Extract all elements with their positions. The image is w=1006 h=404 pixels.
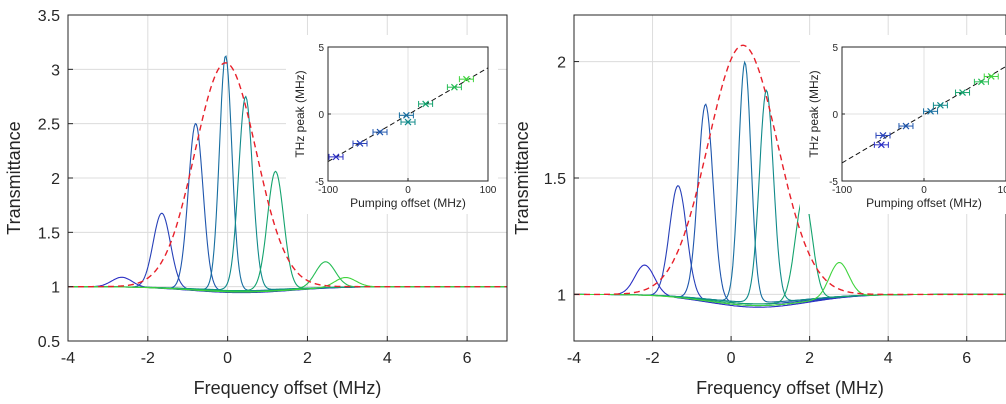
point-marker	[450, 83, 458, 91]
x-axis-label: Frequency offset (MHz)	[696, 378, 884, 398]
inset-left: -100 0 100 -5 0 5 Pumping offset (MHz) THz peak…	[286, 35, 498, 214]
inset-x-tick-label: -100	[318, 185, 338, 196]
inset-y-axis-label: THz peak (MHz)	[807, 70, 821, 157]
inset-y-tick-label: -5	[829, 177, 838, 188]
panel-left: -4 -2 0 2 4 6 0.5 1 1.5 2 2.5 3 3.5 Frequency offset …	[4, 8, 508, 398]
inset-point	[875, 132, 891, 139]
y-tick-label: 3	[51, 62, 60, 79]
x-tick-label: 2	[303, 350, 312, 367]
point-marker	[902, 122, 910, 130]
x-tick-label: 4	[884, 350, 893, 367]
y-tick-label: 2	[51, 171, 60, 188]
point-marker	[332, 153, 340, 161]
x-tick-label: -4	[61, 350, 75, 367]
x-tick-label: 0	[727, 350, 736, 367]
inset-point	[932, 101, 948, 109]
y-tick-label: 0.5	[38, 334, 60, 351]
inset-point	[458, 75, 474, 83]
x-tick-label: 4	[383, 350, 392, 367]
y-tick-label: 1.5	[38, 225, 60, 242]
inset-point	[398, 111, 414, 119]
series-line	[574, 262, 1006, 307]
envelope-line	[574, 44, 1006, 296]
point-marker	[404, 118, 412, 126]
curves	[68, 55, 507, 294]
point-marker	[356, 140, 364, 147]
inset-point	[446, 83, 462, 91]
y-tick-label: 3.5	[38, 8, 60, 25]
inset-x-axis-label: Pumping offset (MHz)	[866, 196, 982, 210]
y-axis-label: Transmittance	[4, 121, 24, 234]
inset-x-tick-label: 100	[480, 185, 497, 196]
inset-point	[400, 118, 416, 126]
inset-y-tick-label: 5	[318, 43, 324, 54]
x-tick-label: 6	[962, 350, 971, 367]
inset-point	[328, 153, 344, 161]
inset-point	[873, 141, 889, 149]
y-tick-label: 2.5	[38, 117, 60, 134]
x-tick-label: 2	[805, 350, 814, 367]
y-tick-label: 1	[51, 280, 60, 297]
point-marker	[376, 128, 384, 136]
y-tick-label: 1	[557, 287, 566, 304]
x-tick-label: -4	[567, 350, 581, 367]
inset-y-axis-label: THz peak (MHz)	[293, 70, 307, 157]
point-marker	[987, 73, 995, 80]
inset-point	[973, 78, 989, 86]
inset-plot	[328, 67, 488, 163]
inset-x-tick-label: 100	[998, 185, 1006, 196]
inset-point	[923, 107, 939, 115]
series-line	[68, 276, 507, 293]
panel-right: -4 -2 0 2 4 6 1 1.5 2 Frequency offset (MHz) Trans…	[512, 14, 1006, 398]
point-marker	[402, 111, 410, 119]
x-tick-label: -2	[141, 350, 155, 367]
inset-x-axis-label: Pumping offset (MHz)	[350, 196, 466, 210]
point-marker	[977, 78, 985, 86]
inset-x-tick-label: -100	[832, 185, 852, 196]
y-tick-label: 2	[557, 55, 566, 72]
inset-x-tick-label: 0	[405, 185, 411, 196]
fit-line	[328, 67, 488, 163]
point-marker	[879, 132, 887, 139]
point-marker	[877, 141, 885, 149]
inset-x-tick-label: 0	[921, 185, 927, 196]
x-axis-label: Frequency offset (MHz)	[194, 378, 382, 398]
inset-y-tick-label: 5	[832, 43, 838, 54]
inset-point	[955, 89, 971, 96]
envelope-line	[68, 62, 507, 288]
point-marker	[462, 75, 470, 83]
point-marker	[936, 101, 944, 109]
inset-point	[418, 100, 434, 108]
point-marker	[927, 107, 934, 115]
inset-point	[983, 73, 999, 80]
inset-y-tick-label: 0	[318, 110, 324, 121]
inset-y-tick-label: 0	[832, 110, 838, 121]
y-axis-label: Transmittance	[512, 121, 532, 234]
x-tick-label: 0	[223, 350, 232, 367]
inset-point	[372, 128, 388, 136]
point-marker	[959, 89, 966, 96]
inset-right: -100 0 100 -5 0 5 Pumping offset (MHz) THz peak…	[800, 35, 1006, 214]
y-tick-label: 1.5	[544, 171, 566, 188]
point-marker	[422, 100, 430, 108]
curves	[574, 44, 1006, 308]
x-tick-label: 6	[463, 350, 472, 367]
inset-plot	[842, 65, 1006, 164]
inset-background	[800, 35, 1006, 214]
inset-y-tick-label: -5	[315, 177, 324, 188]
x-tick-label: -2	[645, 350, 659, 367]
inset-point	[352, 140, 368, 147]
inset-point	[898, 122, 914, 130]
